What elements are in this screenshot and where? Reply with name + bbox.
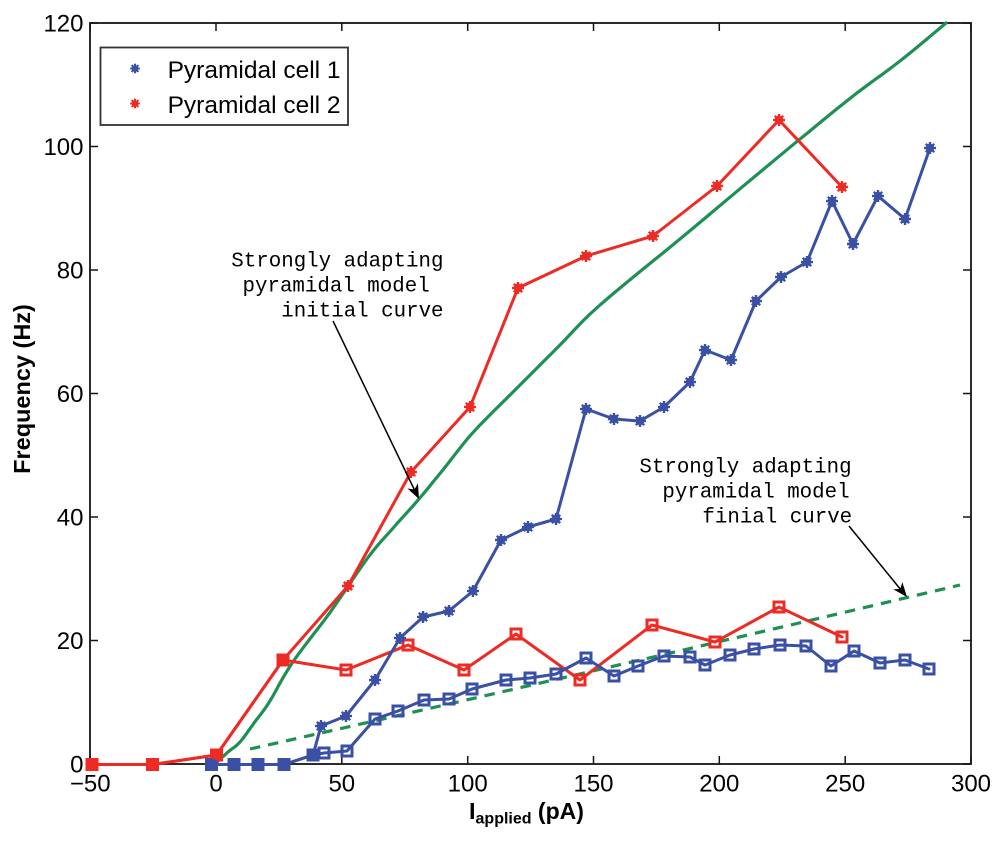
svg-text:0: 0 (209, 771, 222, 798)
svg-text:50: 50 (328, 771, 355, 798)
svg-text:pyramidal model: pyramidal model (243, 276, 430, 299)
svg-text:150: 150 (573, 771, 613, 798)
svg-text:−50: −50 (70, 771, 111, 798)
svg-text:100: 100 (43, 134, 83, 161)
svg-text:initial curve: initial curve (281, 301, 443, 324)
svg-text:120: 120 (43, 11, 83, 38)
svg-text:20: 20 (57, 628, 84, 655)
svg-text:60: 60 (57, 381, 84, 408)
svg-text:Frequency (Hz): Frequency (Hz) (9, 304, 35, 474)
svg-text:0: 0 (70, 752, 83, 779)
svg-text:pyramidal model: pyramidal model (662, 481, 849, 504)
svg-text:finial curve: finial curve (702, 506, 852, 529)
svg-text:Iapplied (pA): Iapplied (pA) (469, 798, 584, 828)
svg-text:Strongly adapting: Strongly adapting (231, 251, 443, 274)
svg-text:300: 300 (951, 771, 991, 798)
svg-text:Pyramidal cell 1: Pyramidal cell 1 (168, 57, 341, 84)
svg-text:Strongly adapting: Strongly adapting (639, 456, 851, 479)
svg-text:80: 80 (57, 258, 84, 285)
svg-text:100: 100 (448, 771, 488, 798)
svg-text:200: 200 (699, 771, 739, 798)
svg-text:Pyramidal cell 2: Pyramidal cell 2 (168, 92, 341, 119)
svg-text:40: 40 (57, 505, 84, 532)
svg-text:250: 250 (825, 771, 865, 798)
